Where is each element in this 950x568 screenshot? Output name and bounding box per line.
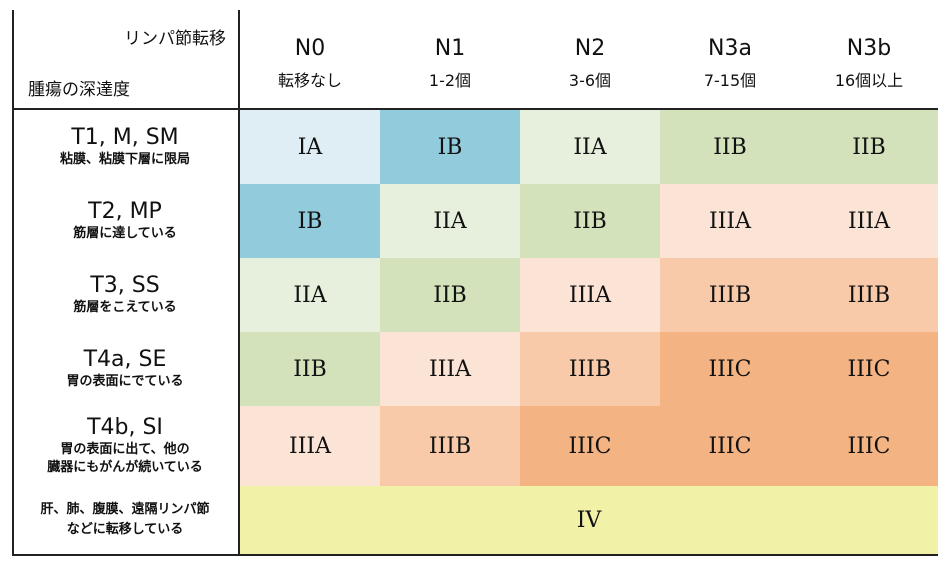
stage-cell: IIIC (660, 406, 800, 486)
column-sub: 転移なし (277, 71, 342, 90)
stage-cell: IIIA (660, 184, 800, 258)
row-header-t2: T2, MP 筋層に達している (12, 184, 238, 258)
column-sub: 16個以上 (834, 71, 904, 90)
stage-cell: IIB (240, 332, 380, 406)
row-sub: 胃の表面にでている (66, 374, 184, 389)
header-column-divider (238, 10, 240, 556)
row-sub-line2: 臓器にもがんが続いている (47, 460, 203, 475)
stage-cell: IIIA (520, 258, 660, 332)
stage-cell-iv: IV (240, 486, 938, 554)
column-code: N0 (294, 36, 326, 61)
stage-cell: IIIC (800, 406, 938, 486)
row-sub: 筋層をこえている (73, 300, 177, 315)
metastasis-desc-line1: 肝、肺、腹膜、遠隔リンパ節 (40, 502, 210, 517)
stage-cell: IIA (520, 110, 660, 184)
column-header-n3b: N3b 16個以上 (800, 10, 938, 108)
row-sub: 粘膜、粘膜下層に限局 (59, 152, 190, 167)
column-header-n3a: N3a 7-15個 (660, 10, 800, 108)
table-left-border (12, 10, 14, 556)
column-header-n1: N1 1-2個 (380, 10, 520, 108)
row-code: T3, SS (90, 273, 160, 298)
stage-cell: IIIB (660, 258, 800, 332)
column-header-n2: N2 3-6個 (520, 10, 660, 108)
stage-cell: IIIC (660, 332, 800, 406)
row-header-t4b: T4b, SI 胃の表面に出て、他の 臓器にもがんが続いている (12, 406, 238, 486)
table-bottom-border (12, 554, 938, 556)
lymph-node-metastasis-label: リンパ節転移 (124, 29, 226, 49)
row-header-metastasis: 肝、肺、腹膜、遠隔リンパ節 などに転移している (12, 486, 238, 554)
table-corner-header: リンパ節転移 腫瘍の深達度 (12, 10, 238, 108)
row-code: T2, MP (88, 199, 162, 224)
stage-cell: IB (380, 110, 520, 184)
stage-cell: IIIB (800, 258, 938, 332)
stage-cell: IIIA (380, 332, 520, 406)
row-sub: 胃の表面に出て、他の (60, 442, 190, 457)
stage-cell: IIB (800, 110, 938, 184)
column-code: N3b (846, 36, 892, 61)
stage-cell: IIIA (800, 184, 938, 258)
stage-cell: IA (240, 110, 380, 184)
row-header-t3: T3, SS 筋層をこえている (12, 258, 238, 332)
stage-cell: IIA (380, 184, 520, 258)
column-sub: 7-15個 (703, 71, 757, 90)
row-code: T1, M, SM (71, 125, 179, 150)
stage-cell: IIIC (520, 406, 660, 486)
stage-cell: IIIB (380, 406, 520, 486)
row-code: T4a, SE (83, 347, 167, 372)
column-code: N2 (574, 36, 606, 61)
column-code: N1 (434, 36, 466, 61)
stage-cell: IIB (660, 110, 800, 184)
stage-cell: IIIC (800, 332, 938, 406)
stage-cell: IIIB (520, 332, 660, 406)
stage-cell: IIA (240, 258, 380, 332)
column-header-n0: N0 転移なし (240, 10, 380, 108)
staging-table: リンパ節転移 腫瘍の深達度 N0 転移なし N1 1-2個 N2 3-6個 N3… (12, 10, 938, 556)
column-code: N3a (708, 36, 752, 61)
column-sub: 1-2個 (428, 71, 472, 90)
row-header-t4a: T4a, SE 胃の表面にでている (12, 332, 238, 406)
stage-cell: IIB (520, 184, 660, 258)
column-sub: 3-6個 (568, 71, 612, 90)
stage-cell: IIIA (240, 406, 380, 486)
header-row-divider (12, 108, 938, 110)
stage-cell: IIB (380, 258, 520, 332)
tumor-depth-label: 腫瘍の深達度 (28, 80, 130, 100)
stage-cell: IB (240, 184, 380, 258)
row-header-t1: T1, M, SM 粘膜、粘膜下層に限局 (12, 110, 238, 184)
row-sub: 筋層に達している (73, 226, 177, 241)
row-code: T4b, SI (87, 415, 163, 440)
metastasis-desc-line2: などに転移している (66, 522, 184, 537)
